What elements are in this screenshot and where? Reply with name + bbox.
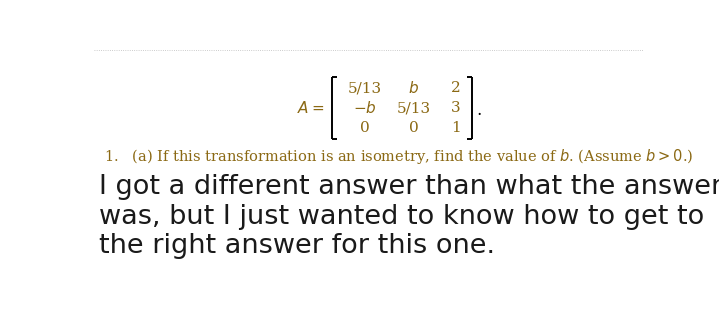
Text: I got a different answer than what the answer: I got a different answer than what the a…: [99, 174, 719, 201]
Text: 1: 1: [451, 121, 461, 135]
Text: $-\mathit{b}$: $-\mathit{b}$: [353, 100, 377, 116]
Text: 0: 0: [409, 121, 418, 135]
Text: $\mathit{b}$: $\mathit{b}$: [408, 80, 419, 96]
Text: 5/13: 5/13: [397, 101, 431, 115]
Text: was, but I just wanted to know how to get to: was, but I just wanted to know how to ge…: [99, 204, 705, 230]
Text: $A =$: $A =$: [296, 100, 324, 116]
Text: 1.   (a) If this transformation is an isometry, find the value of $b$. (Assume $: 1. (a) If this transformation is an isom…: [104, 147, 693, 166]
Text: 0: 0: [360, 121, 370, 135]
Text: the right answer for this one.: the right answer for this one.: [99, 233, 495, 259]
Text: 3: 3: [451, 101, 460, 115]
Text: 2: 2: [451, 81, 461, 95]
Text: 5/13: 5/13: [348, 81, 382, 95]
Text: .: .: [477, 102, 482, 119]
